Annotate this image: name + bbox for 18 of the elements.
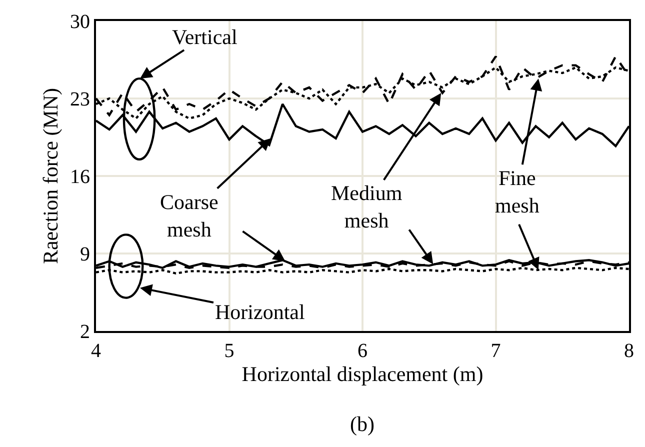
annotation: Medium mesh xyxy=(331,181,402,232)
y-tick-label: 30 xyxy=(70,11,90,33)
y-tick-label: 16 xyxy=(70,166,90,188)
y-axis-title: Raection force (MN) xyxy=(38,88,63,264)
text: (b) xyxy=(350,412,374,436)
annotation: Vertical xyxy=(172,25,238,49)
annotation: Coarse mesh xyxy=(160,190,218,242)
x-tick-label: 6 xyxy=(358,340,368,362)
annotation: Fine mesh xyxy=(495,166,540,218)
annotation: Horizontal xyxy=(215,300,305,324)
y-tick-label: 23 xyxy=(70,88,90,110)
x-tick-label: 4 xyxy=(91,340,101,362)
y-tick-label: 9 xyxy=(80,244,90,266)
x-axis-title: Horizontal displacement (m) xyxy=(242,362,484,386)
x-tick-label: 7 xyxy=(490,340,501,362)
x-tick-label: 5 xyxy=(224,340,234,362)
x-tick-label: 8 xyxy=(624,340,634,362)
y-tick-label: 2 xyxy=(80,321,90,343)
